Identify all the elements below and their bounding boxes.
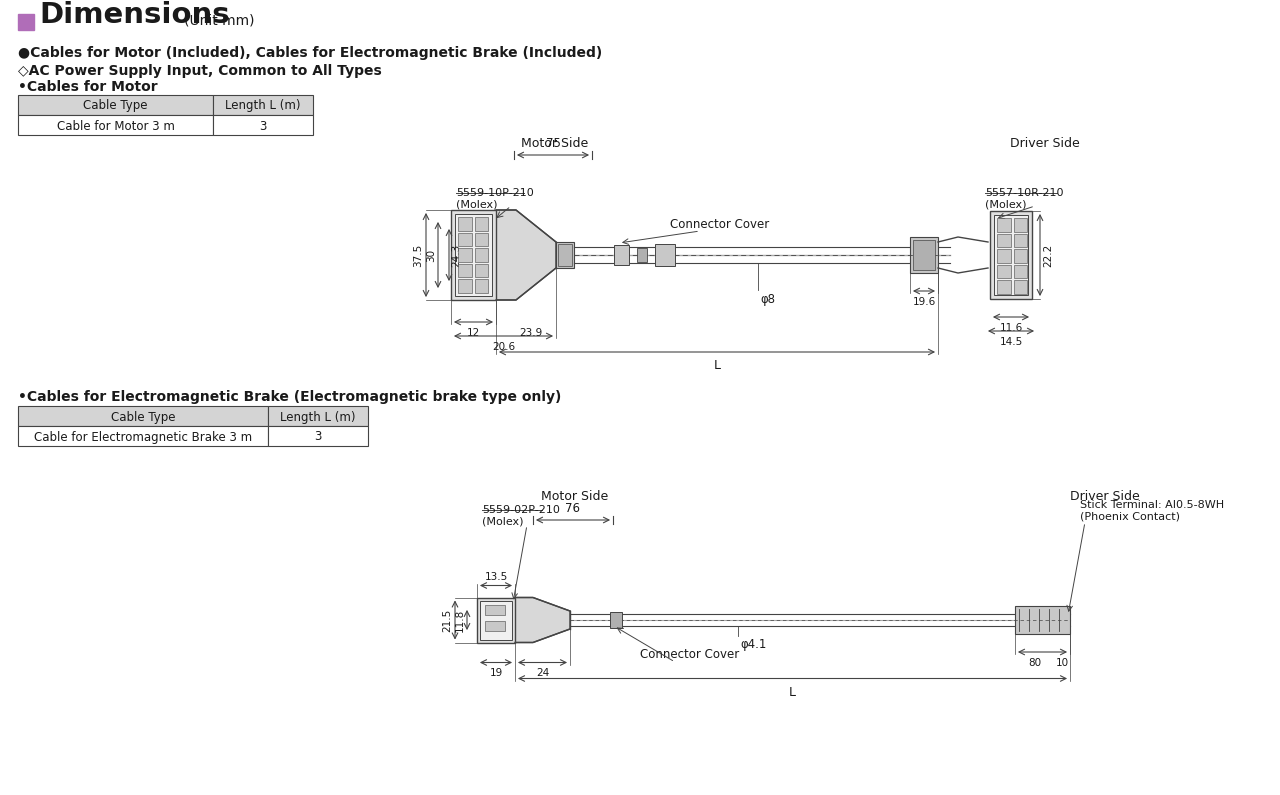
Bar [614,245,628,265]
Bar [997,218,1010,231]
Bar [485,604,506,615]
Bar [475,217,488,231]
Text: ●Cables for Motor (Included), Cables for Electromagnetic Brake (Included): ●Cables for Motor (Included), Cables for… [18,46,603,60]
Bar [477,598,515,642]
Bar [1014,234,1027,247]
Bar [458,264,471,277]
Text: 19: 19 [489,669,503,678]
Text: 14.5: 14.5 [1000,337,1023,347]
Bar [997,249,1010,263]
Bar [1015,606,1070,634]
Text: Driver Side: Driver Side [1070,490,1140,503]
Text: Length L (m): Length L (m) [225,99,301,113]
Bar [910,237,938,273]
Text: 19.6: 19.6 [913,297,936,307]
Bar [997,265,1010,278]
Bar [18,95,212,115]
Bar [913,240,934,270]
Text: Cable Type: Cable Type [83,99,147,113]
Text: 5557-10R-210
(Molex): 5557-10R-210 (Molex) [986,188,1064,210]
Text: 24: 24 [536,669,549,678]
Bar [558,244,572,266]
Text: Stick Terminal: AI0.5-8WH
(Phoenix Contact): Stick Terminal: AI0.5-8WH (Phoenix Conta… [1080,500,1224,522]
Text: 3: 3 [315,431,321,444]
Bar [18,115,212,135]
Text: 11.8: 11.8 [454,608,465,631]
Text: 11.6: 11.6 [1000,323,1023,333]
Bar [475,233,488,246]
Bar [480,600,512,639]
Bar [268,426,369,446]
Bar [18,426,268,446]
Text: Cable Type: Cable Type [111,410,175,424]
Bar [1014,281,1027,294]
Bar [611,612,622,628]
Text: (Unit mm): (Unit mm) [184,13,255,27]
Bar [475,248,488,262]
Bar [454,214,492,296]
Text: Length L (m): Length L (m) [280,410,356,424]
Text: 75: 75 [545,137,561,150]
Text: 37.5: 37.5 [413,243,422,266]
Text: ◇AC Power Supply Input, Common to All Types: ◇AC Power Supply Input, Common to All Ty… [18,64,381,78]
Bar [997,234,1010,247]
Polygon shape [515,598,570,642]
Bar [1014,265,1027,278]
Text: 24.3: 24.3 [451,243,461,266]
Text: Cable for Motor 3 m: Cable for Motor 3 m [56,119,174,133]
Bar [1014,218,1027,231]
Text: φ8: φ8 [760,293,774,306]
Bar [458,217,471,231]
Bar [458,279,471,293]
Text: Connector Cover: Connector Cover [669,218,769,231]
Text: 5559-02P-210
(Molex): 5559-02P-210 (Molex) [483,505,559,526]
Text: Cable for Electromagnetic Brake 3 m: Cable for Electromagnetic Brake 3 m [35,431,252,444]
Text: 12: 12 [467,328,480,338]
Bar [451,210,497,300]
Bar [18,14,35,30]
Text: 80: 80 [1028,658,1042,668]
Bar [268,406,369,426]
Bar [995,215,1028,295]
Bar [655,244,675,266]
Text: φ4.1: φ4.1 [740,638,767,651]
Bar [475,264,488,277]
Polygon shape [497,210,556,300]
Text: Motor Side: Motor Side [541,490,608,503]
Bar [637,248,646,262]
Text: L: L [788,685,796,699]
Bar [475,279,488,293]
Text: 3: 3 [260,119,266,133]
Bar [1014,249,1027,263]
Text: 10: 10 [1056,658,1069,668]
Text: 20.6: 20.6 [492,342,515,352]
Text: 13.5: 13.5 [484,572,508,581]
Text: 22.2: 22.2 [1043,243,1053,266]
Text: Connector Cover: Connector Cover [640,648,740,661]
Text: •Cables for Motor: •Cables for Motor [18,80,157,94]
Text: 21.5: 21.5 [442,608,452,631]
Bar [18,406,268,426]
Text: L: L [713,359,721,372]
Bar [458,248,471,262]
Text: •Cables for Electromagnetic Brake (Electromagnetic brake type only): •Cables for Electromagnetic Brake (Elect… [18,390,562,404]
Text: 23.9: 23.9 [520,328,543,338]
Text: 5559-10P-210
(Molex): 5559-10P-210 (Molex) [456,188,534,210]
Bar [212,115,314,135]
Text: 76: 76 [566,502,581,515]
Bar [458,233,471,246]
Text: 30: 30 [426,248,436,262]
Text: Driver Side: Driver Side [1010,137,1080,150]
Bar [485,621,506,630]
Bar [997,281,1010,294]
Bar [556,242,573,268]
Bar [212,95,314,115]
Bar [989,211,1032,299]
Text: Motor Side: Motor Side [521,137,589,150]
Text: Dimensions: Dimensions [38,1,229,29]
